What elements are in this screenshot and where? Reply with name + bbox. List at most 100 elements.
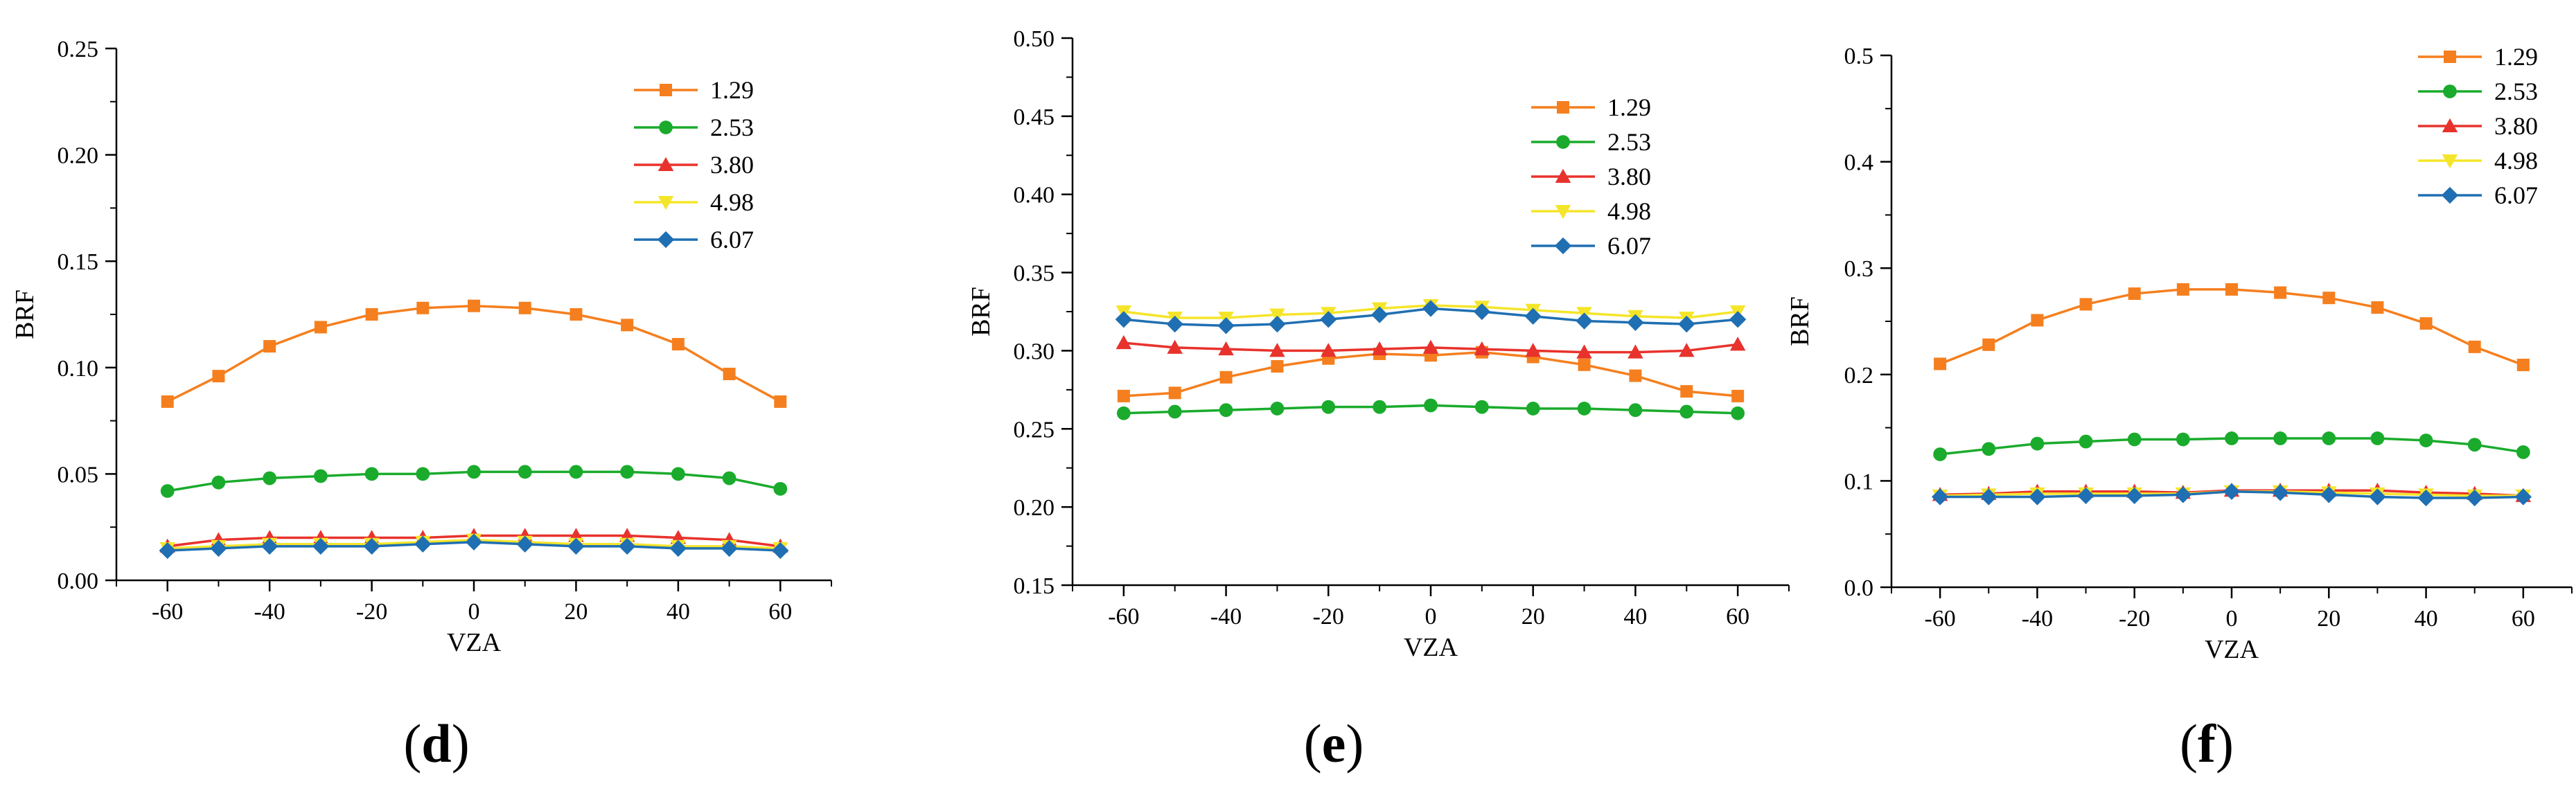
legend-marker	[658, 157, 674, 171]
data-point	[772, 542, 789, 560]
data-point	[2322, 431, 2336, 445]
data-point	[1117, 389, 1130, 402]
panel-label: (d)	[403, 713, 469, 774]
legend-label: 2.53	[710, 114, 754, 141]
data-point	[773, 482, 788, 496]
data-point	[518, 301, 531, 314]
data-point	[261, 537, 279, 555]
data-point	[669, 539, 687, 557]
legend-marker	[2441, 186, 2459, 204]
data-point	[1167, 404, 1182, 419]
data-point	[721, 539, 738, 557]
data-point	[1321, 343, 1336, 357]
x-tick-label: 20	[2317, 606, 2340, 632]
data-point	[2079, 298, 2092, 311]
x-tick-label: 0	[2226, 606, 2238, 632]
data-point	[1679, 404, 1694, 419]
data-point	[161, 395, 174, 408]
chart-panel-e: 0.15 0.20 0.25 0.30 0.35 0.40 0.45 0.50 -60 -40 -2…	[967, 26, 1790, 774]
x-tick-label: -20	[1313, 604, 1344, 629]
y-tick-label: 0.1	[1844, 469, 1874, 494]
series-2.53	[1116, 398, 1745, 420]
data-point	[467, 465, 481, 479]
data-point	[1982, 338, 1995, 351]
data-point	[1576, 344, 1592, 359]
data-point	[1219, 370, 1233, 384]
data-point	[416, 467, 430, 481]
series-6.07	[159, 533, 789, 560]
data-point	[570, 308, 583, 321]
data-point	[2274, 286, 2287, 299]
data-point	[2322, 292, 2336, 305]
x-tick-label: -60	[1924, 606, 1955, 632]
series-1.29	[1934, 283, 2530, 371]
data-point	[2467, 438, 2482, 452]
data-point	[2516, 358, 2530, 371]
legend-label: 2.53	[1607, 128, 1651, 156]
x-tick-label: -20	[356, 599, 387, 625]
x-tick-label: 20	[1521, 604, 1545, 629]
data-point	[567, 537, 585, 555]
data-point	[314, 321, 327, 334]
data-point	[1473, 303, 1491, 321]
data-point	[1269, 308, 1285, 323]
data-point	[1679, 343, 1695, 357]
legend: 1.29 2.53 3.80 4.98 6.07	[634, 76, 754, 253]
legend-marker	[2444, 51, 2456, 63]
data-point	[516, 535, 533, 553]
data-point	[1731, 406, 1745, 420]
y-tick-label: 0.2	[1844, 363, 1874, 388]
y-axis-label: BRF	[10, 289, 39, 339]
data-point	[210, 539, 227, 557]
data-point	[2126, 487, 2143, 505]
data-point	[263, 471, 277, 485]
legend-marker	[1554, 237, 1572, 255]
y-tick-label: 0.5	[1844, 44, 1874, 69]
data-point	[2417, 489, 2435, 507]
data-point	[1629, 369, 1642, 382]
data-point	[1115, 311, 1133, 328]
series-2.53	[160, 465, 788, 498]
legend-label: 4.98	[710, 188, 754, 216]
y-tick-label: 0.50	[1014, 26, 1055, 52]
data-point	[2369, 488, 2386, 506]
y-tick-label: 0.35	[1014, 261, 1055, 287]
legend-label: 6.07	[2494, 181, 2538, 209]
data-point	[1577, 402, 1591, 416]
y-tick-label: 0.05	[58, 462, 99, 488]
y-tick-label: 0.15	[1014, 573, 1055, 599]
data-point	[1729, 337, 1746, 351]
y-tick-label: 0.25	[58, 37, 99, 62]
data-point	[518, 465, 532, 479]
series-2.53	[1933, 431, 2530, 461]
legend-marker	[657, 231, 675, 249]
legend-label: 1.29	[1607, 93, 1651, 121]
data-point	[2419, 317, 2433, 330]
data-point	[618, 537, 636, 555]
data-point	[1627, 344, 1643, 359]
legend-marker	[659, 120, 673, 134]
data-point	[1980, 488, 1997, 506]
data-point	[2371, 301, 2384, 314]
data-point	[1370, 306, 1388, 323]
x-tick-label: -60	[1108, 604, 1139, 629]
data-point	[159, 542, 176, 560]
data-point	[1627, 314, 1644, 331]
data-point	[1422, 339, 1439, 354]
data-point	[1422, 300, 1440, 317]
data-point	[1373, 400, 1387, 414]
data-point	[263, 340, 276, 353]
legend-marker	[2442, 154, 2458, 169]
data-point	[774, 395, 787, 408]
data-point	[1934, 357, 1947, 370]
data-point	[1320, 311, 1337, 328]
legend-label: 4.98	[1607, 197, 1651, 225]
data-point	[1271, 360, 1284, 373]
data-point	[2419, 434, 2433, 447]
x-axis-label: VZA	[1404, 633, 1458, 662]
data-point	[723, 368, 736, 381]
legend-label: 4.98	[2494, 147, 2538, 175]
data-point	[1115, 334, 1132, 350]
data-point	[465, 533, 483, 551]
